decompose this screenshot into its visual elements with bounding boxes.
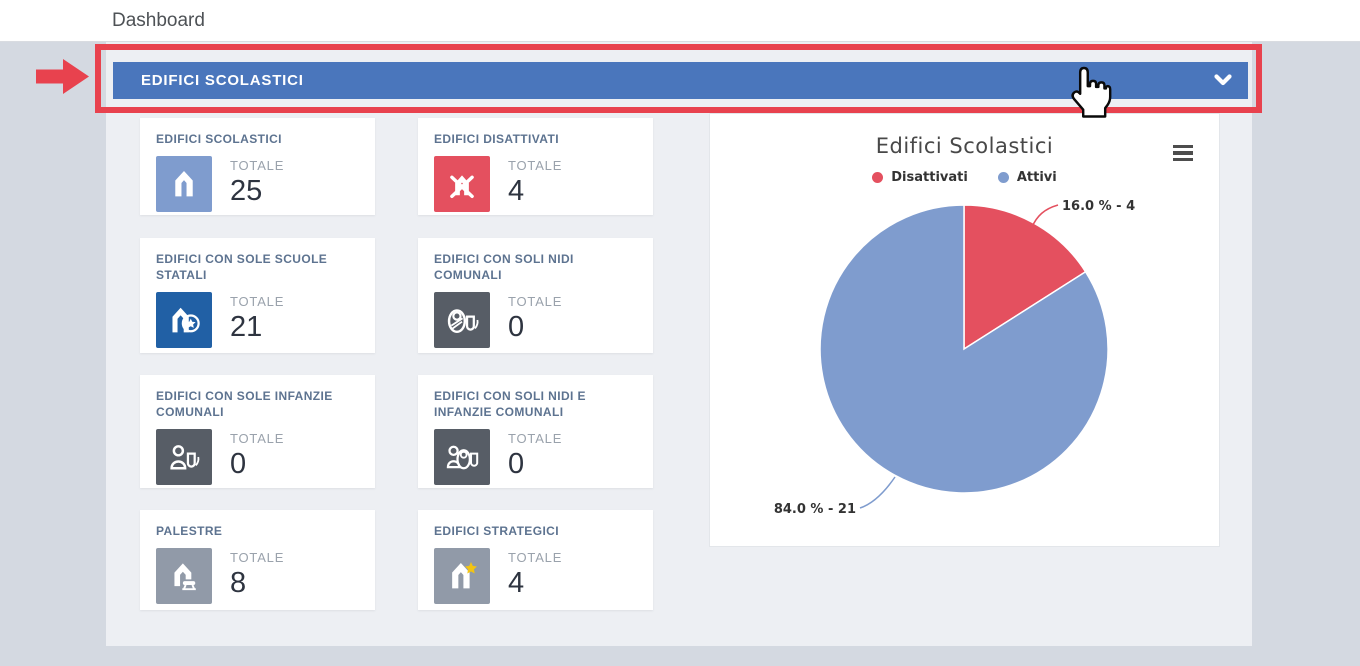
pie-slices [819,204,1109,494]
legend-item-attivi[interactable]: Attivi [997,170,1057,185]
stat-value: 8 [230,567,247,600]
stat-value: 21 [230,311,263,344]
chart-title: Edifici Scolastici [875,134,1054,158]
legend-dot-attivi [997,172,1009,183]
pie-slice-attivi[interactable] [819,204,1109,494]
pie-chart-svg: 16.0 % - 4 84.0 % - 21 [774,199,1135,517]
stat-label: TOTALE [508,158,563,174]
stat-label: TOTALE [230,294,285,310]
card-title: EDIFICI CON SOLI NIDI COMUNALI [434,252,574,283]
state-school-icon [156,292,212,349]
card-title: EDIFICI CON SOLE INFANZIE COMUNALI [156,389,333,420]
card-title: EDIFICI CON SOLI NIDI E INFANZIE COMUNAL… [434,389,586,420]
card-title: EDIFICI SCOLASTICI [156,132,282,146]
nursery-kindergarten-icon [434,429,490,486]
stat-label: TOTALE [508,294,563,310]
pie-chart-card: Edifici Scolastici Disattivati Attivi 16… [709,113,1220,547]
stat-value: 0 [508,448,525,481]
data-label-attivi: 84.0 % - 21 [774,502,856,517]
legend-dot-disattivati [872,172,884,183]
page-title: Dashboard [112,10,205,31]
stat-card-infanzie-comunali: EDIFICI CON SOLE INFANZIE COMUNALI TOTAL… [140,375,375,488]
stat-label: TOTALE [230,158,285,174]
stat-card-palestre: PALESTRE TOTALE 8 [140,510,375,610]
stat-value: 0 [230,448,247,481]
chevron-down-icon[interactable] [1214,74,1232,87]
top-bar: Dashboard [0,0,1360,42]
kindergarten-icon [156,429,212,486]
stat-label: TOTALE [230,550,285,566]
data-label-disattivati: 16.0 % - 4 [1062,199,1135,214]
stat-value: 25 [230,175,263,208]
gym-icon [156,548,212,605]
stat-label: TOTALE [508,431,563,447]
accordion-label: EDIFICI SCOLASTICI [141,72,304,89]
stat-card-nidi-infanzie-comunali: EDIFICI CON SOLI NIDI E INFANZIE COMUNAL… [418,375,653,488]
data-label-connector-attivi [859,476,896,509]
card-title: EDIFICI STRATEGICI [434,524,559,538]
school-building-icon [156,156,212,213]
stat-value: 4 [508,567,525,600]
disabled-building-icon [434,156,490,213]
data-label-connector-disattivati [1031,204,1059,228]
stat-card-nidi-comunali: EDIFICI CON SOLI NIDI COMUNALI TOTALE 0 [418,238,653,353]
hand-pointer-cursor [1062,66,1112,125]
stat-card-scuole-statali: EDIFICI CON SOLE SCUOLE STATALI TOTALE 2… [140,238,375,353]
accordion-header-edifici-scolastici[interactable]: EDIFICI SCOLASTICI [113,62,1248,99]
stat-label: TOTALE [508,550,563,566]
hamburger-menu-icon[interactable] [1173,145,1193,161]
stat-value: 0 [508,311,525,344]
stat-label: TOTALE [230,431,285,447]
nursery-icon [434,292,490,349]
red-arrow-right-icon [36,59,90,99]
card-title: EDIFICI CON SOLE SCUOLE STATALI [156,252,328,283]
legend-item-disattivati[interactable]: Disattivati [872,170,968,185]
card-title: EDIFICI DISATTIVATI [434,132,559,146]
legend-label: Attivi [1016,170,1057,185]
card-title: PALESTRE [156,524,223,538]
stat-card-edifici-strategici: EDIFICI STRATEGICI TOTALE 4 [418,510,653,610]
stat-card-edifici-scolastici: EDIFICI SCOLASTICI TOTALE 25 [140,118,375,215]
stat-value: 4 [508,175,525,208]
legend-label: Disattivati [891,170,968,185]
strategic-building-icon [434,548,490,605]
stat-card-edifici-disattivati: EDIFICI DISATTIVATI TOTALE 4 [418,118,653,215]
chart-legend: Disattivati Attivi [710,170,1219,185]
